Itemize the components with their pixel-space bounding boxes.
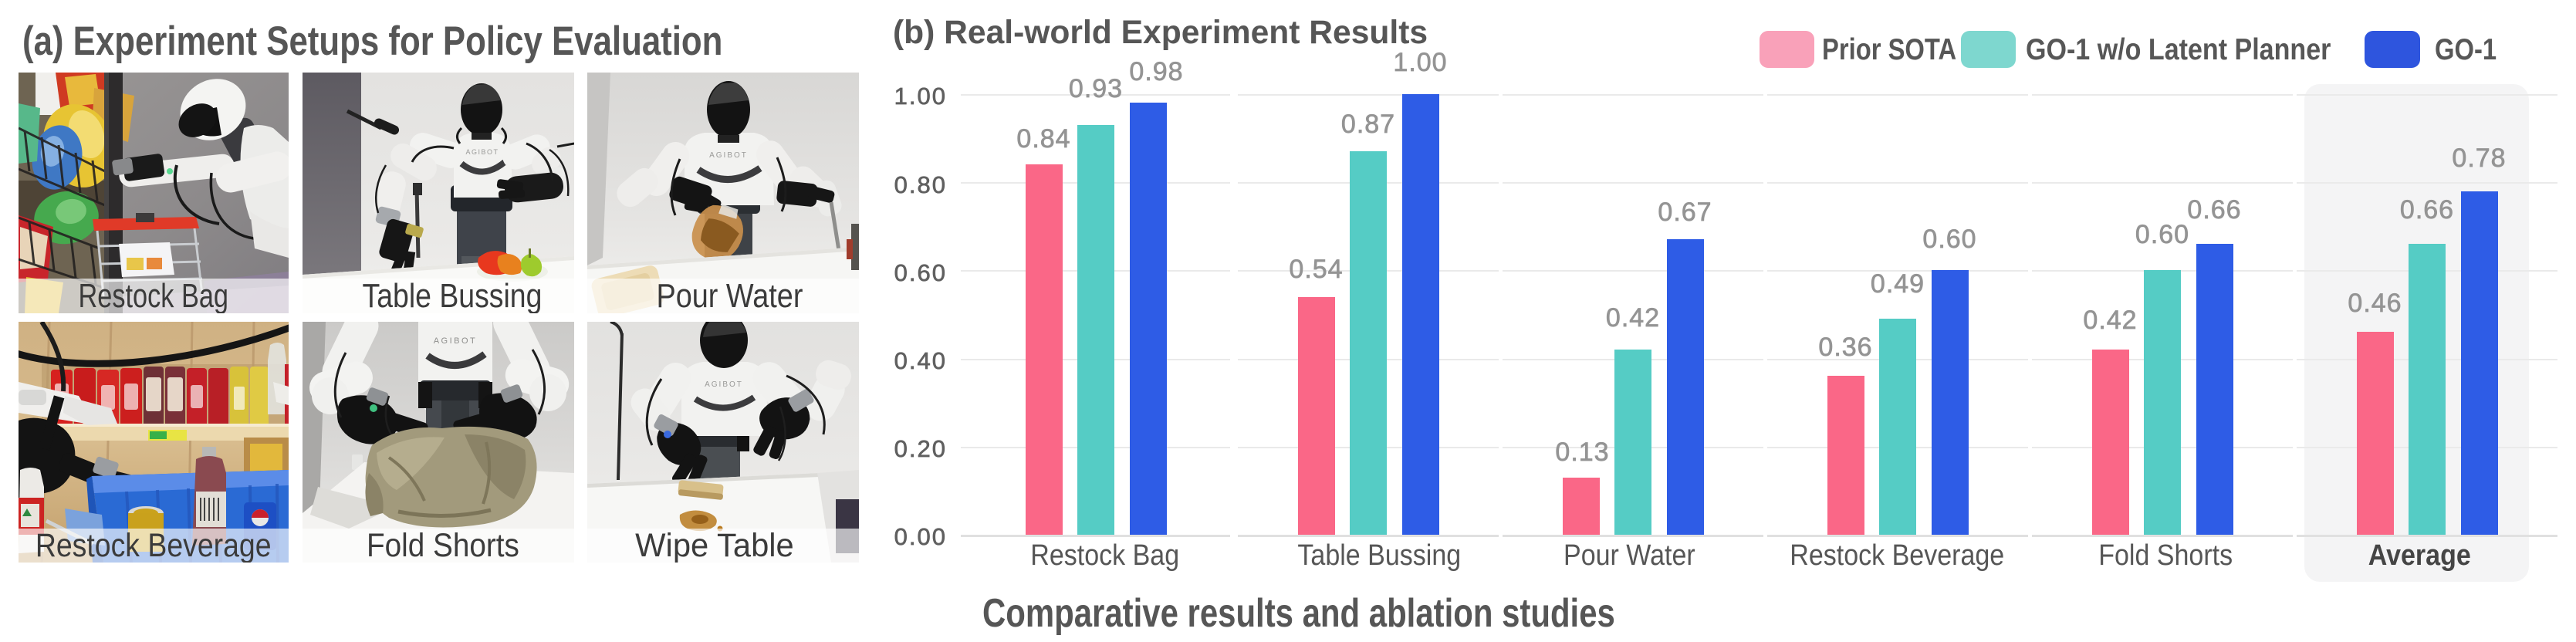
svg-text:AGIBOT: AGIBOT	[465, 148, 499, 156]
svg-text:AGIBOT: AGIBOT	[434, 336, 478, 346]
svg-text:AGIBOT: AGIBOT	[709, 151, 748, 160]
svg-text:AGIBOT: AGIBOT	[705, 380, 743, 389]
